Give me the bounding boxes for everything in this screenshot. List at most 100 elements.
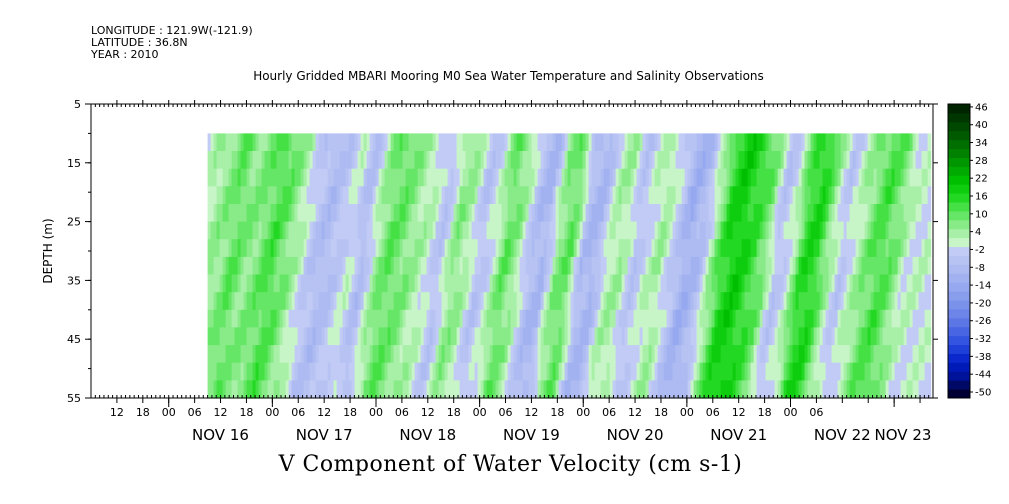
- heatmap-cell: [849, 168, 854, 187]
- heatmap-cell: [228, 327, 233, 346]
- heatmap-cell: [708, 327, 713, 346]
- heatmap-cell: [633, 292, 638, 311]
- heatmap-cell: [648, 133, 653, 152]
- heatmap-cell: [636, 186, 641, 205]
- heatmap-cell: [663, 204, 668, 223]
- heatmap-cell: [441, 186, 446, 205]
- heatmap-cell: [645, 239, 650, 258]
- heatmap-cell: [480, 292, 485, 311]
- heatmap-cell: [378, 204, 383, 223]
- heatmap-cell: [909, 380, 914, 399]
- heatmap-cell: [633, 362, 638, 381]
- heatmap-cell: [801, 239, 806, 258]
- heatmap-cell: [528, 256, 533, 276]
- heatmap-cell: [891, 204, 896, 223]
- heatmap-cell: [780, 221, 785, 240]
- heatmap-cell: [495, 292, 500, 311]
- heatmap-cell: [411, 133, 416, 152]
- heatmap-cell: [471, 256, 476, 276]
- heatmap-cell: [828, 256, 833, 276]
- heatmap-cell: [534, 133, 539, 152]
- heatmap-cell: [516, 345, 521, 364]
- heatmap-cell: [363, 221, 368, 240]
- heatmap-cell: [561, 292, 566, 311]
- heatmap-cell: [594, 327, 599, 346]
- heatmap-cell: [618, 239, 623, 258]
- heatmap-cell: [486, 256, 491, 276]
- colorbar-swatch: [948, 362, 970, 372]
- heatmap-cell: [744, 309, 749, 328]
- heatmap-cell: [759, 380, 764, 399]
- heatmap-cell: [639, 239, 644, 258]
- heatmap-cell: [357, 256, 362, 276]
- heatmap-cell: [348, 327, 353, 346]
- heatmap-cell: [237, 256, 242, 276]
- heatmap-cell: [291, 133, 296, 152]
- heatmap-cell: [237, 309, 242, 328]
- heatmap-cell: [216, 309, 221, 328]
- heatmap-cell: [846, 221, 851, 240]
- heatmap-cell: [285, 327, 290, 346]
- colorbar-swatch: [948, 353, 970, 363]
- heatmap-cell: [897, 221, 902, 240]
- colorbar-label: -50: [975, 388, 991, 399]
- heatmap-cell: [549, 380, 554, 399]
- heatmap-cell: [918, 309, 923, 328]
- heatmap-cell: [453, 380, 458, 399]
- heatmap-cell: [726, 239, 731, 258]
- colorbar-swatch: [948, 112, 970, 123]
- heatmap-cell: [867, 345, 872, 364]
- heatmap-cell: [327, 380, 332, 399]
- heatmap-cell: [291, 292, 296, 311]
- heatmap-cell: [555, 256, 560, 276]
- heatmap-cell: [690, 168, 695, 187]
- heatmap-cell: [630, 168, 635, 187]
- heatmap-cell: [810, 256, 815, 276]
- heatmap-cell: [282, 345, 287, 364]
- heatmap-cell: [690, 186, 695, 205]
- heatmap-cell: [834, 362, 839, 381]
- heatmap-cell: [720, 327, 725, 346]
- heatmap-cell: [573, 151, 578, 170]
- heatmap-cell: [387, 362, 392, 381]
- heatmap-cell: [252, 327, 257, 346]
- heatmap-cell: [756, 133, 761, 152]
- heatmap-cell: [585, 362, 590, 381]
- heatmap-cell: [390, 256, 395, 276]
- heatmap-cell: [567, 239, 572, 258]
- y-tick-label: 15: [67, 157, 81, 170]
- heatmap-cell: [885, 221, 890, 240]
- heatmap-cell: [915, 186, 920, 205]
- heatmap-cell: [492, 345, 497, 364]
- heatmap-cell: [750, 274, 755, 293]
- heatmap-cell: [681, 380, 686, 399]
- heatmap-cell: [726, 309, 731, 328]
- heatmap-cell: [330, 345, 335, 364]
- heatmap-cell: [570, 292, 575, 311]
- heatmap-cell: [768, 186, 773, 205]
- heatmap-cell: [396, 256, 401, 276]
- heatmap-cell: [315, 204, 320, 223]
- heatmap-cell: [264, 380, 269, 399]
- heatmap-cell: [324, 309, 329, 328]
- colorbar-swatch: [948, 104, 970, 114]
- colorbar-label: 16: [975, 192, 988, 203]
- heatmap-cell: [633, 221, 638, 240]
- heatmap-cell: [897, 327, 902, 346]
- heatmap-cell: [537, 345, 542, 364]
- heatmap-cell: [861, 168, 866, 187]
- heatmap-cell: [813, 309, 818, 328]
- heatmap-cell: [522, 239, 527, 258]
- heatmap-cell: [465, 168, 470, 187]
- heatmap-cell: [339, 221, 344, 240]
- heatmap-cell: [540, 380, 545, 399]
- heatmap-cell: [864, 168, 869, 187]
- heatmap-cell: [354, 362, 359, 381]
- heatmap-cell: [270, 380, 275, 399]
- heatmap-cell: [396, 151, 401, 170]
- heatmap-cell: [768, 151, 773, 170]
- heatmap-cell: [693, 204, 698, 223]
- heatmap-cell: [225, 274, 230, 293]
- heatmap-cell: [624, 133, 629, 152]
- heatmap-cell: [609, 204, 614, 223]
